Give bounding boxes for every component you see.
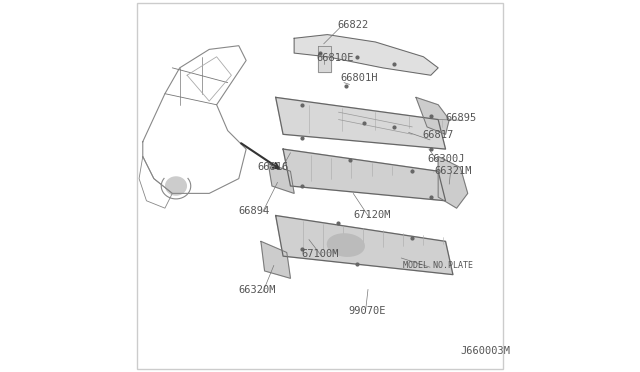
Text: 67100M: 67100M (301, 249, 339, 259)
Polygon shape (283, 149, 445, 201)
Text: 67120M: 67120M (353, 210, 391, 220)
Text: 66321M: 66321M (435, 166, 472, 176)
Text: 66817: 66817 (422, 130, 454, 140)
Text: 66895: 66895 (445, 113, 477, 124)
Text: 66816: 66816 (257, 162, 289, 172)
Polygon shape (268, 164, 294, 193)
Polygon shape (261, 241, 291, 278)
Polygon shape (166, 177, 186, 195)
Polygon shape (294, 35, 438, 75)
Text: 66810E: 66810E (316, 52, 354, 62)
Text: MODEL NO.PLATE: MODEL NO.PLATE (403, 261, 473, 270)
Polygon shape (416, 97, 449, 134)
Text: J660003M: J660003M (460, 346, 510, 356)
Polygon shape (276, 97, 445, 149)
Polygon shape (318, 46, 331, 71)
Text: 66822: 66822 (338, 20, 369, 31)
Ellipse shape (328, 234, 364, 256)
Polygon shape (438, 157, 468, 208)
Polygon shape (276, 215, 453, 275)
Text: 66300J: 66300J (427, 154, 465, 164)
Text: 66894: 66894 (239, 206, 270, 216)
Text: 66801H: 66801H (340, 73, 378, 83)
Text: 99070E: 99070E (349, 306, 387, 316)
Text: 66320M: 66320M (238, 285, 276, 295)
